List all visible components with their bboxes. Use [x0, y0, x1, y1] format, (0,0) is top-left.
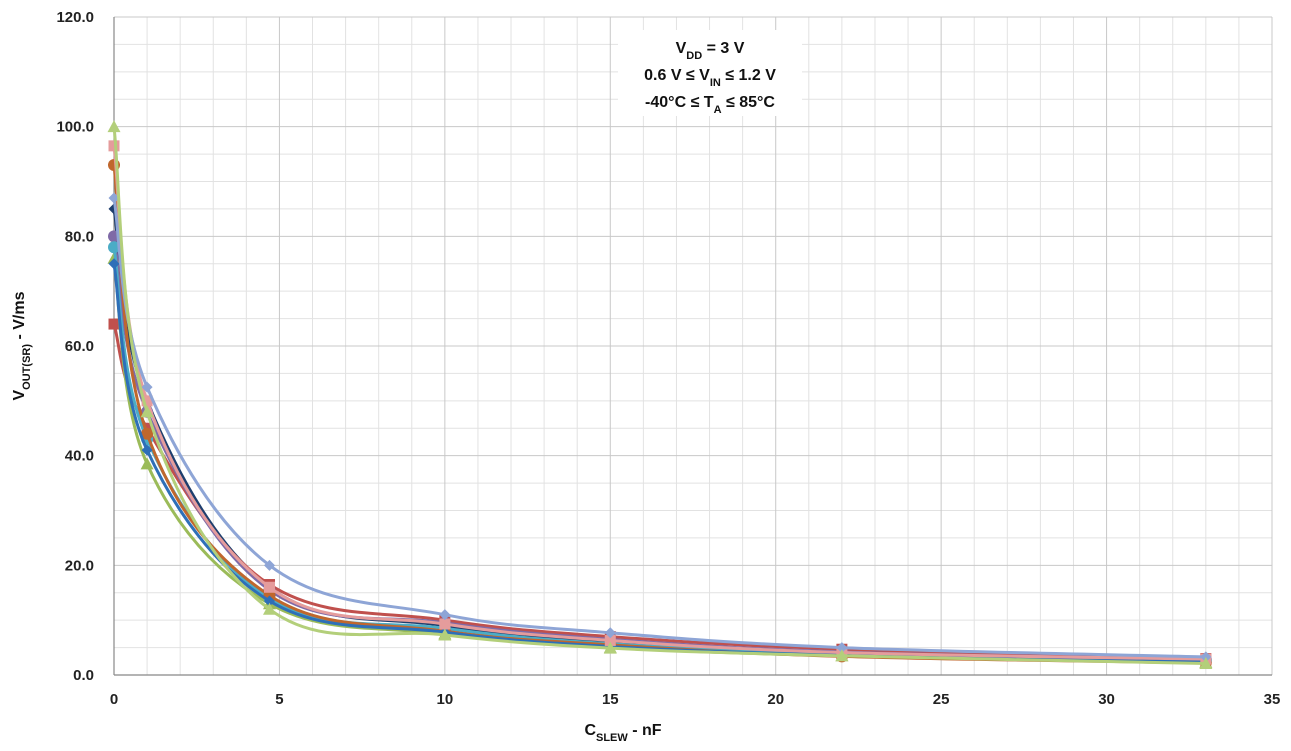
data-point-diamond [264, 595, 276, 607]
y-tick-label: 0.0 [73, 667, 94, 684]
x-tick-label: 15 [602, 691, 619, 708]
data-point-square [439, 618, 451, 630]
data-point-square [264, 581, 276, 593]
condition-annotation: VDD = 3 V 0.6 V ≤ VIN ≤ 1.2 V -40°C ≤ TA ≤… [618, 30, 802, 116]
x-tick-label: 35 [1264, 691, 1281, 708]
data-point-diamond [141, 381, 153, 393]
data-point-square [604, 634, 616, 646]
data-point-triangle [107, 120, 121, 133]
data-point-triangle [603, 641, 617, 654]
y-axis-title: VOUT(SR) - V/ms [11, 291, 33, 400]
data-point-diamond [108, 192, 120, 204]
annotation-box [618, 30, 802, 116]
series-9 [108, 192, 1212, 663]
data-point-triangle [438, 628, 452, 641]
data-point-square [108, 140, 120, 152]
data-point-diamond [264, 559, 276, 571]
y-tick-label: 120.0 [56, 9, 94, 26]
y-tick-label: 80.0 [65, 228, 94, 245]
series-10 [107, 120, 1213, 669]
annotation-line: -40°C ≤ TA ≤ 85°C [645, 94, 775, 116]
data-point-circle [141, 427, 154, 440]
y-tick-label: 60.0 [65, 338, 94, 355]
y-tick-label: 100.0 [56, 119, 94, 136]
x-tick-label: 10 [437, 691, 454, 708]
data-point-diamond [836, 642, 848, 654]
grid [114, 16, 1273, 675]
data-point-diamond [1200, 651, 1212, 663]
x-tick-label: 5 [275, 691, 283, 708]
data-point-circle [108, 241, 120, 254]
data-point-diamond [108, 258, 120, 270]
series-line [112, 197, 1206, 659]
data-point-diamond [604, 627, 616, 639]
annotation-line: VDD = 3 V [676, 40, 745, 62]
data-point-triangle [140, 457, 154, 470]
data-point-triangle [263, 602, 277, 615]
y-tick-label: 20.0 [65, 557, 94, 574]
data-point-diamond [141, 444, 153, 456]
x-axis-title: CSLEW - nF [584, 722, 661, 744]
data-point-triangle [140, 405, 154, 418]
data-point-triangle [1199, 656, 1213, 669]
annotation-line: 0.6 V ≤ VIN ≤ 1.2 V [644, 67, 776, 89]
x-tick-label: 30 [1098, 691, 1115, 708]
series-group [107, 120, 1213, 669]
x-tick-label: 20 [767, 691, 784, 708]
x-tick-label: 25 [933, 691, 950, 708]
x-tick-label: 0 [110, 691, 118, 708]
data-point-diamond [439, 609, 451, 621]
data-point-square [108, 318, 120, 330]
data-point-square [141, 395, 153, 407]
axis-labels: 0 5 10 15 20 25 30 35 0.0 20.0 40.0 60.0 80.0 100.0 12… [11, 9, 1280, 744]
y-tick-label: 40.0 [65, 448, 94, 465]
data-point-triangle [835, 649, 849, 662]
